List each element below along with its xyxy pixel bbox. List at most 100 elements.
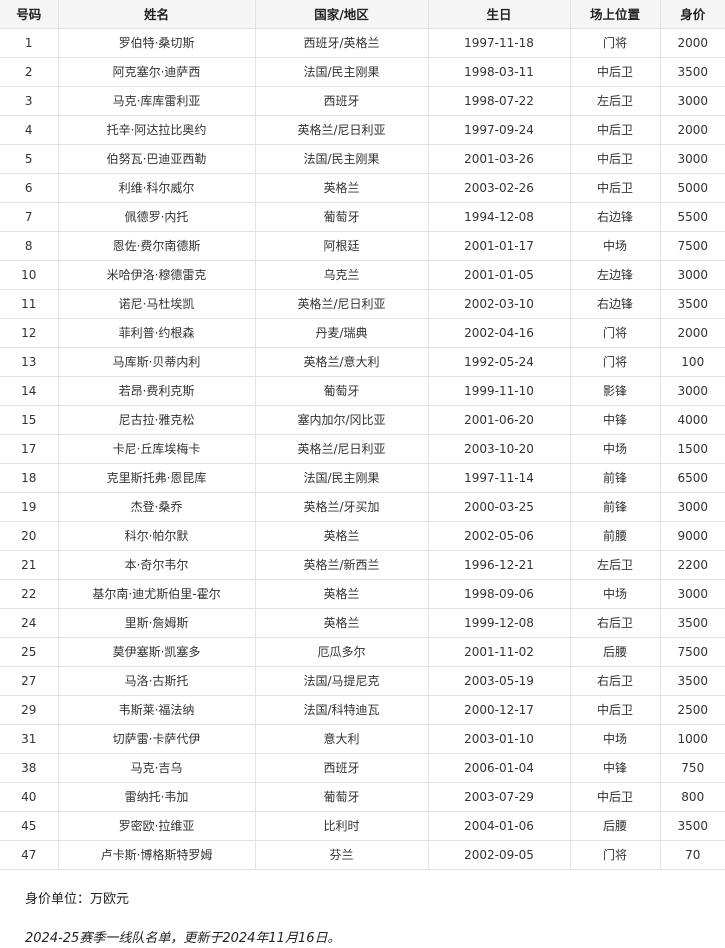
cell-country: 英格兰/意大利	[254, 346, 429, 377]
cell-name: 托辛·阿达拉比奥约	[57, 114, 256, 145]
cell-position: 后腰	[569, 636, 661, 667]
cell-name: 马洛·古斯托	[57, 665, 256, 696]
cell-position: 门将	[569, 346, 661, 377]
cell-number: 10	[0, 259, 59, 290]
table-body: 1 罗伯特·桑切斯 西班牙/英格兰 1997-11-18 门将 2000 2 阿克塞尔·迪萨西…	[0, 27, 725, 870]
cell-name: 卡尼·丘库埃梅卡	[57, 433, 256, 464]
cell-name: 恩佐·费尔南德斯	[57, 230, 256, 261]
cell-number: 3	[0, 85, 59, 116]
table-row: 45 罗密欧·拉维亚 比利时 2004-01-06 后腰 3500	[0, 810, 725, 841]
cell-birthday: 2003-07-29	[427, 781, 571, 812]
cell-name: 卢卡斯·博格斯特罗姆	[57, 839, 256, 870]
cell-country: 意大利	[254, 723, 429, 754]
cell-number: 6	[0, 172, 59, 203]
cell-value: 750	[659, 752, 725, 783]
cell-number: 21	[0, 549, 59, 580]
cell-value: 7500	[659, 636, 725, 667]
cell-birthday: 2002-09-05	[427, 839, 571, 870]
cell-number: 31	[0, 723, 59, 754]
table-row: 15 尼古拉·雅克松 塞内加尔/冈比亚 2001-06-20 中锋 4000	[0, 404, 725, 435]
cell-birthday: 2001-01-05	[427, 259, 571, 290]
table-row: 3 马克·库库雷利亚 西班牙 1998-07-22 左后卫 3000	[0, 85, 725, 116]
cell-position: 门将	[569, 317, 661, 348]
cell-position: 影锋	[569, 375, 661, 406]
cell-value: 3000	[659, 259, 725, 290]
cell-value: 70	[659, 839, 725, 870]
cell-birthday: 1999-12-08	[427, 607, 571, 638]
table-row: 7 佩德罗·内托 葡萄牙 1994-12-08 右边锋 5500	[0, 201, 725, 232]
cell-number: 8	[0, 230, 59, 261]
table-row: 11 诺尼·马杜埃凯 英格兰/尼日利亚 2002-03-10 右边锋 3500	[0, 288, 725, 319]
cell-country: 法国/马提尼克	[254, 665, 429, 696]
cell-value: 9000	[659, 520, 725, 551]
header-name: 姓名	[57, 0, 256, 29]
cell-birthday: 2003-10-20	[427, 433, 571, 464]
cell-country: 英格兰/新西兰	[254, 549, 429, 580]
cell-name: 米哈伊洛·穆德雷克	[57, 259, 256, 290]
cell-country: 葡萄牙	[254, 375, 429, 406]
cell-position: 中锋	[569, 752, 661, 783]
cell-birthday: 2003-02-26	[427, 172, 571, 203]
table-row: 6 利维·科尔威尔 英格兰 2003-02-26 中后卫 5000	[0, 172, 725, 203]
cell-name: 尼古拉·雅克松	[57, 404, 256, 435]
cell-value: 2000	[659, 27, 725, 58]
cell-value: 2000	[659, 114, 725, 145]
cell-position: 中后卫	[569, 781, 661, 812]
cell-value: 3000	[659, 491, 725, 522]
cell-birthday: 2001-11-02	[427, 636, 571, 667]
cell-position: 前腰	[569, 520, 661, 551]
cell-country: 西班牙	[254, 752, 429, 783]
table-row: 8 恩佐·费尔南德斯 阿根廷 2001-01-17 中场 7500	[0, 230, 725, 261]
cell-country: 西班牙	[254, 85, 429, 116]
cell-value: 3000	[659, 578, 725, 609]
cell-value: 4000	[659, 404, 725, 435]
cell-country: 厄瓜多尔	[254, 636, 429, 667]
cell-number: 25	[0, 636, 59, 667]
cell-name: 里斯·詹姆斯	[57, 607, 256, 638]
squad-table: 号码 姓名 国家/地区 生日 场上位置 身价 1 罗伯特·桑切斯 西班牙/英格兰 19…	[0, 0, 725, 870]
cell-number: 5	[0, 143, 59, 174]
cell-value: 7500	[659, 230, 725, 261]
cell-number: 12	[0, 317, 59, 348]
cell-value: 2200	[659, 549, 725, 580]
cell-position: 前锋	[569, 462, 661, 493]
cell-name: 切萨雷·卡萨代伊	[57, 723, 256, 754]
cell-country: 葡萄牙	[254, 201, 429, 232]
cell-number: 11	[0, 288, 59, 319]
cell-birthday: 2006-01-04	[427, 752, 571, 783]
cell-number: 15	[0, 404, 59, 435]
cell-name: 阿克塞尔·迪萨西	[57, 56, 256, 87]
header-number: 号码	[0, 0, 59, 29]
cell-birthday: 2001-03-26	[427, 143, 571, 174]
table-row: 40 雷纳托·韦加 葡萄牙 2003-07-29 中后卫 800	[0, 781, 725, 812]
cell-position: 右边锋	[569, 201, 661, 232]
update-note: 2024-25赛季一线队名单，更新于2024年11月16日。	[25, 931, 341, 946]
cell-number: 17	[0, 433, 59, 464]
cell-name: 罗密欧·拉维亚	[57, 810, 256, 841]
cell-number: 2	[0, 56, 59, 87]
cell-country: 英格兰	[254, 172, 429, 203]
cell-position: 中后卫	[569, 56, 661, 87]
table-row: 20 科尔·帕尔默 英格兰 2002-05-06 前腰 9000	[0, 520, 725, 551]
cell-country: 法国/民主刚果	[254, 143, 429, 174]
cell-position: 中锋	[569, 404, 661, 435]
cell-value: 3500	[659, 288, 725, 319]
cell-position: 门将	[569, 839, 661, 870]
cell-birthday: 1994-12-08	[427, 201, 571, 232]
cell-number: 38	[0, 752, 59, 783]
cell-birthday: 1998-03-11	[427, 56, 571, 87]
cell-name: 马克·吉乌	[57, 752, 256, 783]
cell-country: 塞内加尔/冈比亚	[254, 404, 429, 435]
cell-name: 克里斯托弗·恩昆库	[57, 462, 256, 493]
cell-position: 中后卫	[569, 114, 661, 145]
cell-birthday: 2002-03-10	[427, 288, 571, 319]
cell-birthday: 1997-11-18	[427, 27, 571, 58]
table-row: 25 莫伊塞斯·凯塞多 厄瓜多尔 2001-11-02 后腰 7500	[0, 636, 725, 667]
cell-position: 中后卫	[569, 143, 661, 174]
table-row: 31 切萨雷·卡萨代伊 意大利 2003-01-10 中场 1000	[0, 723, 725, 754]
cell-position: 左后卫	[569, 85, 661, 116]
cell-value: 3500	[659, 56, 725, 87]
cell-name: 诺尼·马杜埃凯	[57, 288, 256, 319]
cell-name: 基尔南·迪尤斯伯里-霍尔	[57, 578, 256, 609]
table-row: 1 罗伯特·桑切斯 西班牙/英格兰 1997-11-18 门将 2000	[0, 27, 725, 58]
